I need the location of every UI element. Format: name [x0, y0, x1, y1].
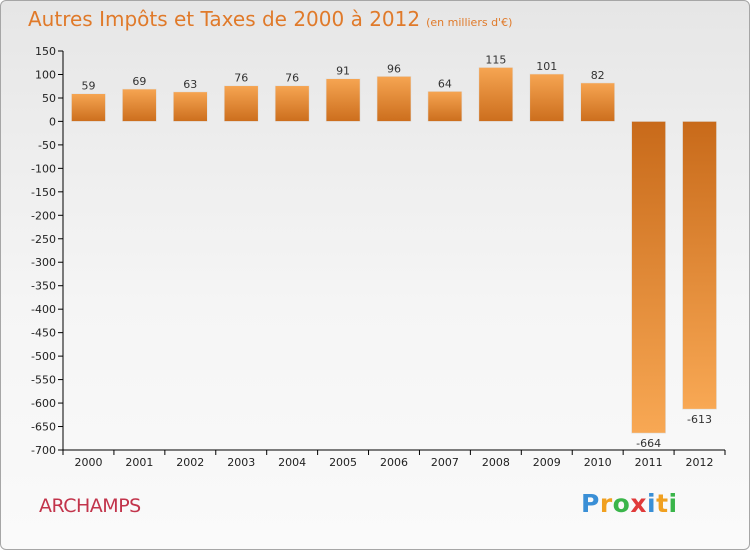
bar: [274, 85, 310, 122]
x-tick-label: 2001: [125, 456, 153, 469]
y-tick-label: -650: [31, 421, 56, 434]
chart-title: Autres Impôts et Taxes de 2000 à 2012 (en…: [28, 7, 512, 31]
logo-letter: i: [668, 489, 678, 518]
y-tick-label: -700: [31, 444, 56, 457]
y-tick-label: 50: [42, 92, 56, 105]
y-tick-label: -50: [38, 139, 56, 152]
bar: [173, 91, 208, 122]
y-tick-label: -450: [31, 327, 56, 340]
bar: [580, 82, 615, 122]
x-tick-label: 2006: [380, 456, 408, 469]
x-tick-label: 2009: [533, 456, 561, 469]
y-tick-label: -350: [31, 280, 56, 293]
data-label: -613: [687, 413, 712, 426]
data-label: 101: [536, 60, 557, 73]
x-tick-label: 2003: [227, 456, 255, 469]
bars: [71, 67, 717, 434]
data-label: 59: [81, 80, 95, 93]
y-tick-label: -500: [31, 350, 56, 363]
data-label: 76: [285, 72, 299, 85]
proxiti-logo: Proxiti: [581, 489, 678, 518]
data-label: 91: [336, 65, 350, 78]
logo-letter: o: [612, 489, 631, 518]
x-tick-label: 2008: [482, 456, 510, 469]
y-tick-label: 0: [49, 115, 56, 128]
data-label: 96: [387, 62, 401, 75]
y-tick-label: -600: [31, 397, 56, 410]
logo-letter: P: [581, 489, 600, 518]
bar: [682, 121, 717, 410]
data-label: 64: [438, 77, 452, 90]
y-tick-label: 100: [35, 68, 56, 81]
x-tick-label: 2012: [686, 456, 714, 469]
x-axis: 2000 2001 2002 2003 2004 2005 2006 2007 2008 2009…: [62, 449, 726, 469]
logo-letter: r: [599, 489, 613, 518]
chart-title-text: Autres Impôts et Taxes de 2000 à 2012: [28, 7, 421, 31]
bar: [427, 91, 463, 122]
data-label: 63: [183, 78, 197, 91]
chart-title-unit: (en milliers d'€): [426, 16, 513, 29]
bar: [631, 121, 666, 434]
x-tick-label: 2004: [278, 456, 306, 469]
y-tick-label: -300: [31, 256, 56, 269]
x-tick-label: 2007: [431, 456, 459, 469]
y-tick-label: -250: [31, 233, 56, 246]
x-tick-label: 2000: [74, 456, 102, 469]
data-label: 82: [591, 69, 605, 82]
bar: [223, 85, 259, 122]
data-label: -664: [636, 437, 661, 450]
y-tick-label: -150: [31, 186, 56, 199]
data-labels: 59 69 63 76 76 91 96 64 115 101 82 -664 -613: [81, 53, 712, 450]
bar: [529, 73, 565, 122]
x-tick-label: 2011: [635, 456, 663, 469]
x-tick-label: 2010: [584, 456, 612, 469]
bar: [478, 67, 514, 122]
y-tick-label: -550: [31, 374, 56, 387]
bar: [376, 76, 412, 122]
logo-letter: t: [656, 489, 669, 518]
x-tick-label: 2002: [176, 456, 204, 469]
town-name: ARCHAMPS: [39, 495, 141, 517]
bar: [122, 88, 157, 122]
y-tick-label: 150: [35, 45, 56, 58]
bar: [71, 93, 106, 122]
y-tick-label: -400: [31, 303, 56, 316]
logo-letter: x: [630, 489, 647, 518]
data-label: 115: [485, 53, 506, 66]
data-label: 69: [132, 75, 146, 88]
y-tick-label: -100: [31, 162, 56, 175]
y-tick-label: -200: [31, 209, 56, 222]
x-tick-label: 2005: [329, 456, 357, 469]
y-axis: 150 100 50 0 -50 -100 -150 -200 -250 -300 -350 -400…: [31, 45, 64, 457]
bar: [325, 78, 361, 122]
data-label: 76: [234, 72, 248, 85]
logo-letter: i: [647, 489, 657, 518]
